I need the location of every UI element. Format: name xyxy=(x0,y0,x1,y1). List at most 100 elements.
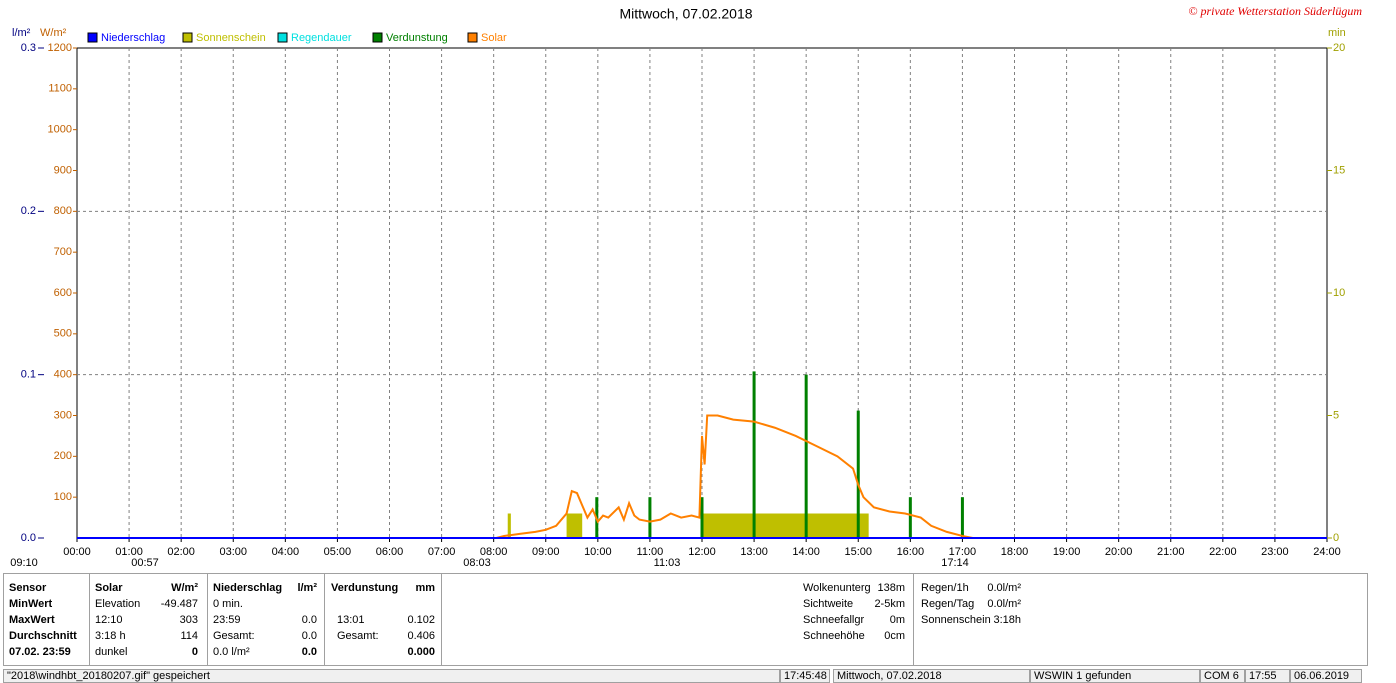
y-unit: l/m² xyxy=(12,27,31,39)
panel-cell: 114 xyxy=(180,630,198,642)
y2-tick-label: 700 xyxy=(54,246,72,258)
x-tick-label: 05:00 xyxy=(324,546,352,558)
sensor-label: MaxWert xyxy=(9,614,55,626)
line-solar xyxy=(77,414,1327,539)
panel-cell: 303 xyxy=(179,614,198,626)
divider xyxy=(913,574,914,665)
y2-tick-label: 400 xyxy=(54,369,72,381)
y2-tick-label: 1200 xyxy=(48,42,72,54)
y3-tick-label: 10 xyxy=(1333,287,1345,299)
column-header: Solar xyxy=(95,582,123,594)
x-tick-label: 10:00 xyxy=(584,546,612,558)
interval-bar xyxy=(566,513,583,538)
panel-cell: Elevation xyxy=(95,598,141,610)
y-tick-label: 0.1 xyxy=(21,369,36,381)
y-tick-label: 0.2 xyxy=(21,205,36,217)
panel-cell: -49.487 xyxy=(160,598,198,610)
panel-cell: Wolkenunterg xyxy=(803,582,871,594)
legend-swatch xyxy=(372,32,383,43)
bar xyxy=(856,410,860,538)
y2-tick-label: 1100 xyxy=(48,83,72,95)
bar xyxy=(752,371,756,538)
copyright: © private Wetterstation Süderlügum xyxy=(1188,4,1362,18)
y2-tick-label: 600 xyxy=(54,287,72,299)
x-tick-label: 20:00 xyxy=(1105,546,1133,558)
sensor-label: 07.02. 23:59 xyxy=(9,646,71,658)
panel-cell: 0.0 xyxy=(301,646,317,658)
panel-cell: 0.0l/m² xyxy=(987,582,1021,594)
x-tick-label: 23:00 xyxy=(1261,546,1289,558)
x-tick-label: 21:00 xyxy=(1157,546,1185,558)
x-tick-label: 16:00 xyxy=(897,546,925,558)
panel-cell: 0.406 xyxy=(407,630,435,642)
y3-tick-label: 5 xyxy=(1333,409,1339,421)
x-tick-label: 22:00 xyxy=(1209,546,1237,558)
legend-swatch xyxy=(182,32,193,43)
divider xyxy=(89,574,90,665)
panel-cell: 12:10 xyxy=(95,614,123,626)
interval-bar xyxy=(507,513,511,538)
legend-swatch xyxy=(467,32,478,43)
panel-cell: Gesamt: xyxy=(213,630,255,642)
column-header: Verdunstung xyxy=(331,582,399,594)
column-unit: l/m² xyxy=(297,582,317,594)
sensor-label: Durchschnitt xyxy=(9,630,77,642)
y-tick-label: 0.0 xyxy=(21,532,36,544)
x-tick-label: 13:00 xyxy=(740,546,768,558)
y2-tick-label: 500 xyxy=(54,328,72,340)
legend-swatch xyxy=(87,32,98,43)
x-tick-label: 06:00 xyxy=(376,546,404,558)
column-unit: mm xyxy=(415,582,435,594)
legend-label: Niederschlag xyxy=(101,32,165,44)
y2-tick-label: 300 xyxy=(54,409,72,421)
annotation: 00:57 xyxy=(131,557,159,569)
annotation: 09:10 xyxy=(10,557,38,569)
panel-cell: 0.0l/m² xyxy=(987,598,1021,610)
panel-cell: Sonnenschein xyxy=(921,614,991,626)
status-cell: 17:45:48 xyxy=(780,669,830,683)
legend-label: Verdunstung xyxy=(386,32,448,44)
y3-tick-label: 0 xyxy=(1333,532,1339,544)
x-tick-label: 17:00 xyxy=(949,546,977,558)
panel-cell: 0cm xyxy=(884,630,905,642)
x-tick-label: 09:00 xyxy=(532,546,560,558)
legend-swatch xyxy=(277,32,288,43)
status-cell: Mittwoch, 07.02.2018 xyxy=(833,669,1030,683)
sensor-label: MinWert xyxy=(9,598,53,610)
x-tick-label: 04:00 xyxy=(272,546,300,558)
panel-cell: 23:59 xyxy=(213,614,241,626)
column-header: Niederschlag xyxy=(213,582,283,594)
divider xyxy=(324,574,325,665)
panel-cell: 0.0 xyxy=(301,630,317,642)
column-unit: W/m² xyxy=(171,582,198,594)
panel-cell: 0.102 xyxy=(407,614,435,626)
x-tick-label: 00:00 xyxy=(63,546,91,558)
legend-label: Sonnenschein xyxy=(196,32,266,44)
annotation: 08:03 xyxy=(463,557,491,569)
panel-cell: 2-5km xyxy=(874,598,905,610)
x-tick-label: 11:00 xyxy=(637,546,664,558)
y3-unit: min xyxy=(1328,27,1346,39)
chart-title: Mittwoch, 07.02.2018 xyxy=(619,6,752,22)
y2-unit: W/m² xyxy=(40,27,67,39)
panel-cell: 3:18 h xyxy=(95,630,126,642)
x-tick-label: 12:00 xyxy=(688,546,716,558)
x-tick-label: 02:00 xyxy=(167,546,195,558)
panel-cell: 138m xyxy=(877,582,905,594)
panel-cell: Schneefallgr xyxy=(803,614,865,626)
panel-cell: 0.000 xyxy=(407,646,435,658)
panel-cell: 3:18h xyxy=(993,614,1021,626)
x-tick-label: 24:00 xyxy=(1313,546,1341,558)
legend-label: Solar xyxy=(481,32,507,44)
y2-tick-label: 800 xyxy=(54,205,72,217)
y3-tick-label: 20 xyxy=(1333,42,1345,54)
panel-cell: 0 xyxy=(191,646,198,658)
x-tick-label: 03:00 xyxy=(219,546,247,558)
sensor-label: Sensor xyxy=(9,582,47,594)
panel-cell: 0m xyxy=(889,614,905,626)
bar xyxy=(804,374,808,538)
panel-cell: 0 min. xyxy=(213,598,243,610)
panel-cell: Regen/1h xyxy=(921,582,969,594)
y2-tick-label: 900 xyxy=(54,164,72,176)
